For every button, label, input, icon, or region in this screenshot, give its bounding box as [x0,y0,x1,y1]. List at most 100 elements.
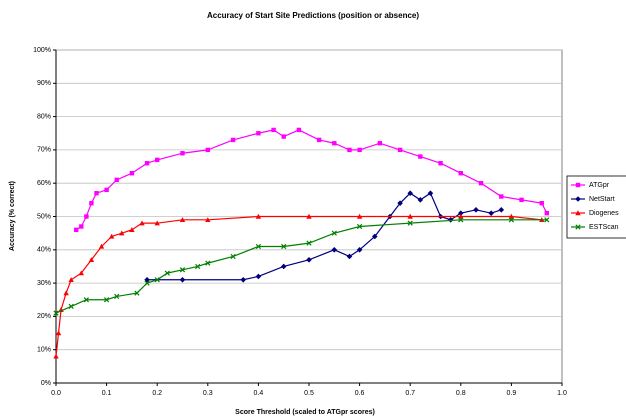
legend-label: Diogenes [589,210,619,217]
x-tick-label: 1.0 [557,390,567,397]
y-axis-title: Accuracy (% correct) [9,181,16,251]
point [205,147,210,153]
point [179,217,186,223]
point [255,243,262,250]
x-tick-label: 0.3 [203,390,213,397]
legend-label: ATGpr [589,182,610,189]
point [306,240,312,246]
point [397,200,403,206]
x-tick-label: 0.6 [355,390,365,397]
point [68,303,74,310]
x-tick-label: 0.8 [456,390,466,397]
point [280,263,287,270]
point [331,247,338,253]
point [164,270,170,276]
legend-label: NetStart [589,196,615,203]
point [407,213,413,219]
point [306,213,312,219]
point [407,220,413,226]
point [144,161,150,166]
point [539,200,544,206]
point [255,273,262,280]
legend-marker [575,210,581,216]
point [331,230,337,236]
point [418,154,423,159]
point [78,270,84,276]
point [316,137,322,143]
point [139,220,145,226]
point [180,151,185,156]
chart-title: Accuracy of Start Site Predictions (posi… [207,11,419,20]
point [347,147,352,153]
legend-marker [575,182,581,188]
point [154,277,160,283]
y-tick-label: 90% [37,80,51,87]
point [427,190,434,196]
series-line [55,219,547,314]
point [356,223,363,230]
point [79,224,84,229]
point [397,147,403,153]
point [68,277,74,282]
point [407,190,413,196]
series-line [55,215,542,357]
point [103,297,110,303]
point [478,181,484,186]
point [371,233,378,240]
point [447,217,454,223]
point [458,217,464,223]
point [230,137,236,143]
x-tick-label: 0.2 [152,390,162,397]
point [144,280,150,286]
point [205,217,211,223]
point [499,194,504,199]
x-tick-label: 0.4 [254,390,264,397]
point [240,276,247,283]
point [74,227,79,233]
point [88,257,95,262]
y-tick-label: 50% [37,213,51,220]
point [544,210,550,216]
point [98,243,105,249]
point [458,171,463,176]
point [519,197,524,203]
point [205,260,211,266]
point [119,230,125,236]
y-tick-label: 10% [37,347,51,354]
point [296,127,302,133]
point [508,217,515,223]
point [544,217,550,223]
x-axis-title: Score Threshold (scaled to ATGpr scores) [235,409,375,416]
point [134,290,140,296]
point [255,213,262,219]
point [155,157,160,163]
point [179,276,186,283]
point [332,141,337,146]
point [306,256,312,263]
point [271,127,276,133]
point [154,220,160,226]
point [508,213,515,219]
legend-marker [575,224,581,230]
point [281,243,287,250]
point [256,131,261,136]
y-tick-label: 60% [37,180,51,187]
point [144,276,150,283]
y-tick-label: 80% [37,113,51,120]
y-tick-label: 0% [41,380,51,387]
point [458,213,464,219]
x-tick-label: 0.0 [51,390,61,397]
point [129,227,135,233]
point [53,310,59,316]
point [108,233,115,239]
point [281,134,286,139]
x-tick-label: 0.5 [304,390,314,397]
point [129,171,135,176]
x-tick-label: 0.1 [102,390,112,397]
point [458,210,464,216]
point [230,253,236,260]
y-tick-label: 100% [33,47,51,54]
point [84,214,89,219]
point [114,177,119,183]
point [356,247,363,253]
